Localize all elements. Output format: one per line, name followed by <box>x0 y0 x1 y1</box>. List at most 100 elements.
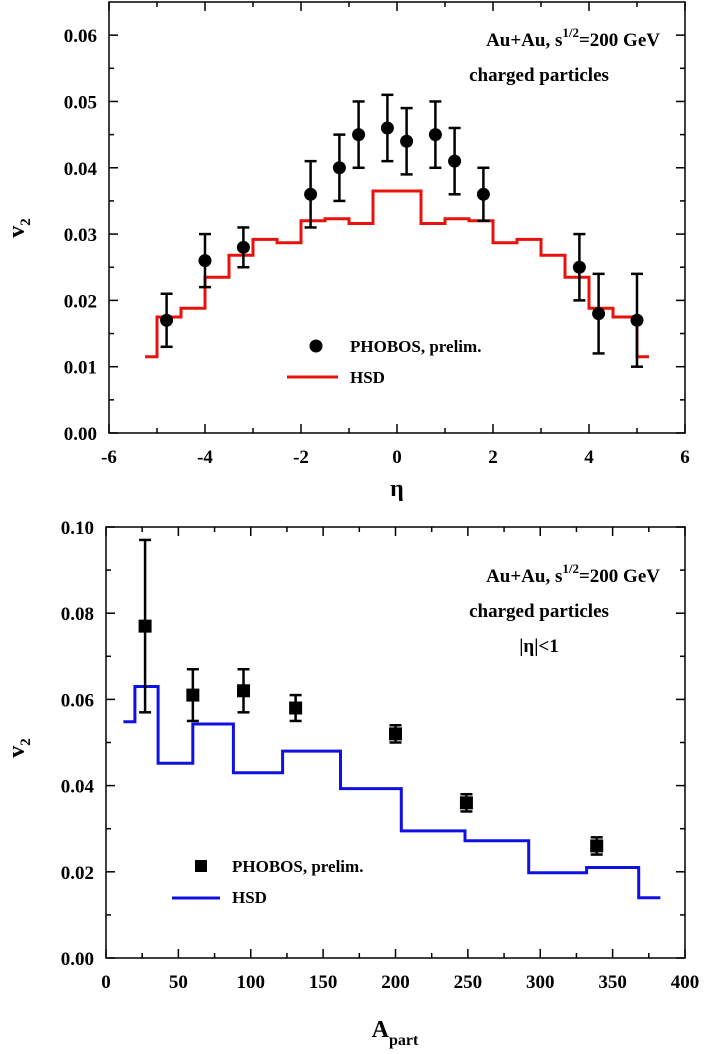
point-marker <box>400 134 414 148</box>
x-tick-labels: 0 50 100 150 200 250 300 350 400 <box>101 972 699 993</box>
x-tick-label: 4 <box>584 447 594 468</box>
x-tick-label: 50 <box>169 972 188 993</box>
data-point <box>590 836 604 856</box>
y-tick-label: 0.00 <box>61 949 94 970</box>
x-tick-label: 150 <box>309 972 338 993</box>
tick-marks <box>108 2 686 434</box>
hsd-curve <box>123 685 661 900</box>
data-point <box>160 292 174 349</box>
point-marker <box>332 161 346 175</box>
y-tick-label: 0.00 <box>64 424 97 445</box>
data-point <box>236 226 250 269</box>
legend-marker-square <box>195 860 207 872</box>
point-marker <box>198 254 212 268</box>
data-point <box>592 272 606 355</box>
point-marker <box>476 187 490 201</box>
x-tick-label: -2 <box>293 447 309 468</box>
data-point <box>428 100 442 170</box>
x-axis-title: η <box>390 476 404 502</box>
y-tick-label: 0.05 <box>64 92 97 113</box>
y-tick-label: 0.08 <box>61 604 94 625</box>
data-point <box>476 166 490 223</box>
hsd-curve <box>145 189 649 359</box>
legend: PHOBOS, prelim. HSD <box>287 337 481 387</box>
point-marker <box>236 240 250 254</box>
y-axis-title: v2 <box>4 738 34 758</box>
annotation-line-1: Au+Au, s1/2=200 GeV <box>486 25 660 51</box>
point-marker <box>304 187 318 201</box>
legend-label-phobos: PHOBOS, prelim. <box>232 857 363 876</box>
data-point <box>332 133 346 203</box>
data-point <box>389 724 402 744</box>
data-point <box>138 538 152 714</box>
legend-label-hsd: HSD <box>350 368 385 387</box>
y-tick-label: 0.10 <box>61 518 94 539</box>
annotation-line-1: Au+Au, s1/2=200 GeV <box>486 561 660 587</box>
x-tick-label: -4 <box>197 447 213 468</box>
hsd-step-line <box>123 685 661 900</box>
x-tick-label: 6 <box>680 447 690 468</box>
data-point <box>237 667 251 714</box>
y-tick-labels: 0.00 0.02 0.04 0.06 0.08 0.10 <box>61 518 95 970</box>
y-tick-label: 0.04 <box>64 159 98 180</box>
legend: PHOBOS, prelim. HSD <box>172 857 363 907</box>
point-marker <box>389 727 402 741</box>
x-tick-label: 250 <box>454 972 483 993</box>
point-marker <box>289 701 303 715</box>
data-point <box>400 106 414 176</box>
chart-eta-panel: 0.000.010.020.030.040.050.06 -6 -4 -2 0 2 4 6 … <box>4 1 690 502</box>
point-marker <box>590 839 604 853</box>
point-marker <box>352 128 366 142</box>
y-tick-label: 0.03 <box>64 225 97 246</box>
annotation-line-2: charged particles <box>469 65 609 86</box>
point-marker <box>448 154 462 168</box>
point-marker <box>380 121 394 135</box>
data-point <box>572 232 586 302</box>
y-tick-label: 0.02 <box>61 863 94 884</box>
x-tick-labels: -6 -4 -2 0 2 4 6 <box>101 447 690 468</box>
data-point <box>630 272 644 368</box>
x-tick-label: 300 <box>526 972 555 993</box>
point-marker <box>428 128 442 142</box>
y-tick-label: 0.02 <box>64 291 97 312</box>
y-axis-title: v2 <box>4 218 34 238</box>
x-tick-label: -6 <box>101 447 117 468</box>
point-marker <box>459 796 473 810</box>
x-tick-label: 200 <box>381 972 410 993</box>
x-tick-label: 0 <box>392 447 402 468</box>
legend-label-hsd: HSD <box>232 888 267 907</box>
data-point <box>186 667 200 723</box>
y-tick-label: 0.06 <box>64 26 97 47</box>
data-point <box>380 93 394 163</box>
data-point <box>448 126 462 196</box>
point-marker <box>572 260 586 274</box>
point-marker <box>138 619 152 633</box>
x-tick-label: 2 <box>488 447 498 468</box>
y-tick-label: 0.04 <box>61 777 95 798</box>
x-tick-label: 400 <box>671 972 700 993</box>
phobos-points <box>138 538 604 856</box>
y-tick-label: 0.01 <box>64 358 97 379</box>
annotation-line-3: |η|<1 <box>519 636 558 657</box>
phobos-points <box>160 93 644 368</box>
data-point <box>304 159 318 229</box>
point-marker <box>630 313 644 327</box>
legend-label-phobos: PHOBOS, prelim. <box>350 337 481 356</box>
chart-apart-panel: 0.00 0.02 0.04 0.06 0.08 0.10 0 50 100 150 200 250… <box>4 518 699 1049</box>
data-point <box>459 792 473 813</box>
data-point <box>198 232 212 289</box>
tick-marks <box>105 526 686 959</box>
data-point <box>289 693 303 723</box>
x-axis-title: Apart <box>372 1017 419 1049</box>
point-marker <box>592 307 606 321</box>
hsd-step-line <box>145 189 649 359</box>
y-tick-labels: 0.00 0.01 0.02 0.03 0.04 0.05 0.06 <box>64 26 98 445</box>
x-tick-label: 100 <box>237 972 266 993</box>
legend-marker-circle <box>309 339 323 353</box>
point-marker <box>237 684 251 698</box>
y-tick-label: 0.06 <box>61 690 94 711</box>
point-marker <box>186 688 200 702</box>
x-tick-label: 350 <box>598 972 627 993</box>
data-point <box>352 100 366 170</box>
